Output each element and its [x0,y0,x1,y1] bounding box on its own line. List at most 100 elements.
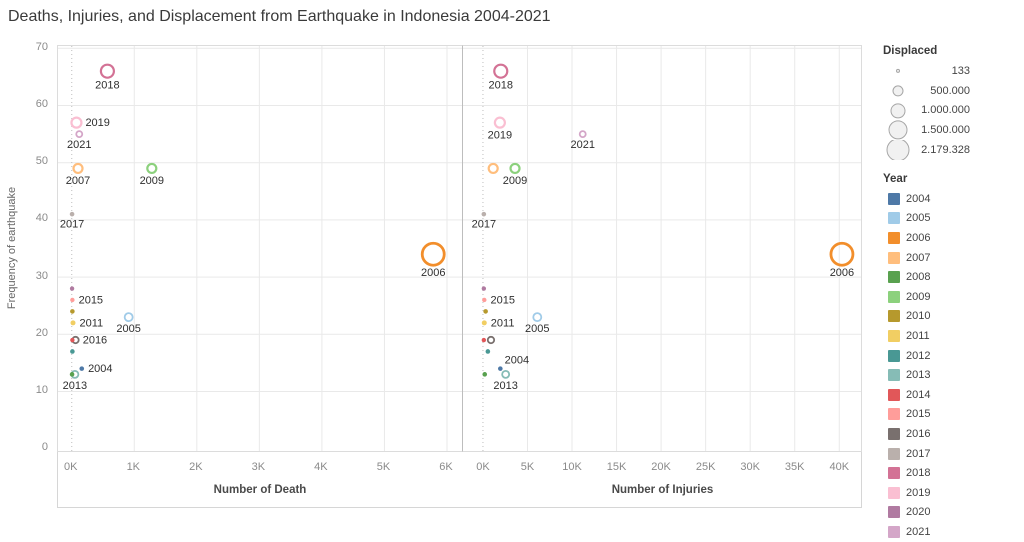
point-2017[interactable] [481,211,487,217]
size-legend-item[interactable]: 1.500.000 [883,120,970,140]
point-2004[interactable] [79,366,85,371]
y-tick-label: 50 [35,155,48,168]
point-label-2009: 2009 [140,175,164,187]
year-legend-item-2006[interactable]: 2006 [883,228,1024,248]
chart-title: Deaths, Injuries, and Displacement from … [8,8,551,25]
point-2008[interactable] [69,372,75,377]
point-2005[interactable] [532,312,543,323]
year-color-swatch [888,486,900,499]
point-2008[interactable] [482,372,488,377]
point-2006[interactable] [420,241,446,267]
point-2018[interactable] [493,63,509,79]
point-2020[interactable] [481,286,487,291]
point-label-2017: 2017 [60,218,84,230]
point-2016[interactable] [486,335,496,345]
year-color-swatch [888,447,900,460]
year-legend-label: 2014 [906,388,931,401]
year-legend-item-2018[interactable]: 2018 [883,463,1024,483]
point-2006[interactable] [829,241,855,267]
year-legend-item-2008[interactable]: 2008 [883,267,1024,287]
year-legend-item-2011[interactable]: 2011 [883,326,1024,346]
size-legend-circle [888,120,908,140]
deaths-panel: 2004 2005 2006 2007 2009 2011 2013 2015 2016 2017… [57,45,463,452]
point-2021[interactable] [75,130,84,138]
point-2007[interactable] [72,162,84,175]
size-legend-label: 1.500.000 [921,124,970,137]
point-2009[interactable] [146,162,158,175]
point-2007[interactable] [487,162,499,175]
year-color-swatch [888,427,900,440]
y-tick-label: 10 [35,384,48,396]
year-legend-item-2020[interactable]: 2020 [883,502,1024,522]
year-legend-item-2015[interactable]: 2015 [883,405,1024,425]
point-2011[interactable] [481,320,487,326]
year-legend-label: 2011 [906,329,930,342]
y-tick-label: 40 [35,212,48,225]
x-tick-label: 5K [376,461,391,473]
year-legend-item-2007[interactable]: 2007 [883,248,1024,268]
point-2019[interactable] [493,116,506,129]
year-legend-label: 2010 [906,310,931,323]
year-legend-item-2014[interactable]: 2014 [883,385,1024,405]
x-tick-label: 1K [126,461,141,473]
point-2012[interactable] [70,349,75,354]
point-2009[interactable] [509,162,521,175]
x-tick-label: 35K [784,461,805,473]
size-legend-item[interactable]: 133 [883,61,970,81]
injuries-axis-title: Number of Injuries [611,484,714,496]
year-legend-item-2004[interactable]: 2004 [883,189,1024,209]
year-color-swatch [888,467,900,480]
size-legend: 133 500.000 1.000.000 1.500.000 2.179.328 [883,61,1024,160]
size-legend-item[interactable]: 2.179.328 [883,140,970,160]
year-legend-item-2009[interactable]: 2009 [883,287,1024,307]
deaths-axis-ticks: 0K 1K 2K 3K 4K 5K 6K [57,452,463,474]
point-2013[interactable] [501,369,511,379]
size-circle [890,102,906,118]
point-2004[interactable] [498,366,503,371]
size-legend-title: Displaced [883,45,938,57]
size-legend-item[interactable]: 1.000.000 [883,101,970,121]
year-legend-label: 2018 [906,467,931,480]
point-label-2013: 2013 [493,380,517,392]
year-legend-item-2017[interactable]: 2017 [883,444,1024,464]
point-2011[interactable] [70,320,76,326]
point-label-2015: 2015 [490,294,514,306]
size-circle [886,140,910,160]
year-legend-label: 2021 [906,525,931,538]
year-legend-item-2005[interactable]: 2005 [883,209,1024,229]
y-tick-label: 20 [35,326,48,339]
point-2005[interactable] [123,312,134,323]
point-label-2011: 2011 [491,317,515,329]
year-color-swatch [888,212,900,225]
point-2014[interactable] [481,337,487,343]
point-label-2018: 2018 [489,80,513,92]
year-legend-item-2010[interactable]: 2010 [883,307,1024,327]
year-legend-item-2019[interactable]: 2019 [883,483,1024,503]
y-axis-ticks: 0 10 20 30 40 50 60 70 [0,0,48,542]
year-legend-label: 2012 [906,349,931,362]
point-2010[interactable] [483,309,488,314]
point-label-2007: 2007 [66,175,90,187]
point-2017[interactable] [69,211,75,217]
point-2012[interactable] [485,349,491,354]
point-2021[interactable] [578,130,587,138]
point-2019[interactable] [70,116,83,129]
point-2015[interactable] [70,297,75,303]
point-2018[interactable] [99,63,116,79]
size-legend-item[interactable]: 500.000 [883,81,970,101]
year-color-swatch [888,310,900,323]
y-tick-label: 0 [41,441,48,454]
injuries-panel: 2004 2005 2006 2009 2011 2013 2015 2017 2018 2019… [463,45,862,452]
y-tick-label: 70 [35,40,48,53]
point-label-2006: 2006 [830,267,854,279]
year-legend-item-2021[interactable]: 2021 [883,522,1024,542]
point-2010[interactable] [70,309,75,314]
point-2014[interactable] [70,337,75,343]
year-legend-item-2016[interactable]: 2016 [883,424,1024,444]
point-2020[interactable] [69,286,75,291]
x-tick-label: 5K [520,461,535,473]
year-legend-item-2013[interactable]: 2013 [883,365,1024,385]
year-legend-item-2012[interactable]: 2012 [883,346,1024,366]
size-circle [896,68,900,73]
point-2015[interactable] [482,297,487,303]
